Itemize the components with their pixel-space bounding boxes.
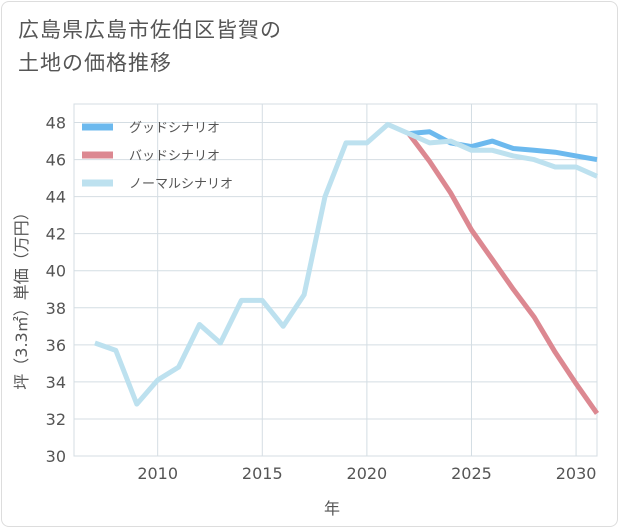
legend-label: ノーマルシナリオ bbox=[129, 177, 233, 192]
series-lines bbox=[94, 121, 600, 415]
x-axis-label: 年 bbox=[324, 499, 340, 518]
y-tick-label: 44 bbox=[46, 188, 66, 207]
x-tick-label: 2025 bbox=[451, 464, 492, 483]
grid-lines bbox=[73, 103, 598, 457]
series-line-2 bbox=[94, 121, 599, 407]
x-tick-label: 2010 bbox=[137, 464, 178, 483]
chart-title-line1: 広島県広島市佐伯区皆賀の bbox=[18, 18, 282, 42]
x-tick-label: 2015 bbox=[242, 464, 283, 483]
legend-label: バッドシナリオ bbox=[129, 149, 220, 164]
y-axis-label: 坪（3.3㎡）単価（万円） bbox=[12, 204, 31, 389]
chart-title: 広島県広島市佐伯区皆賀の 土地の価格推移 bbox=[18, 14, 282, 80]
legend-label: グッドシナリオ bbox=[129, 121, 220, 136]
y-tick-label: 48 bbox=[46, 114, 66, 133]
y-tick-label: 40 bbox=[46, 262, 66, 281]
x-tick-label: 2020 bbox=[347, 464, 388, 483]
y-tick-label: 36 bbox=[46, 336, 66, 355]
x-tick-label: 2030 bbox=[556, 464, 597, 483]
y-tick-label: 30 bbox=[46, 447, 66, 466]
y-tick-label: 46 bbox=[46, 151, 66, 170]
y-tick-label: 38 bbox=[46, 299, 66, 318]
y-tick-label: 34 bbox=[46, 373, 66, 392]
y-tick-label: 42 bbox=[46, 225, 66, 244]
tick-labels: 30 32 34 36 38 40 42 44 46 48 2010 2015 2020 2025 2030 bbox=[46, 114, 597, 483]
series-line-1 bbox=[406, 132, 600, 415]
y-tick-label: 32 bbox=[46, 410, 66, 429]
series-line-0 bbox=[408, 129, 598, 163]
chart-title-line2: 土地の価格推移 bbox=[18, 51, 172, 75]
